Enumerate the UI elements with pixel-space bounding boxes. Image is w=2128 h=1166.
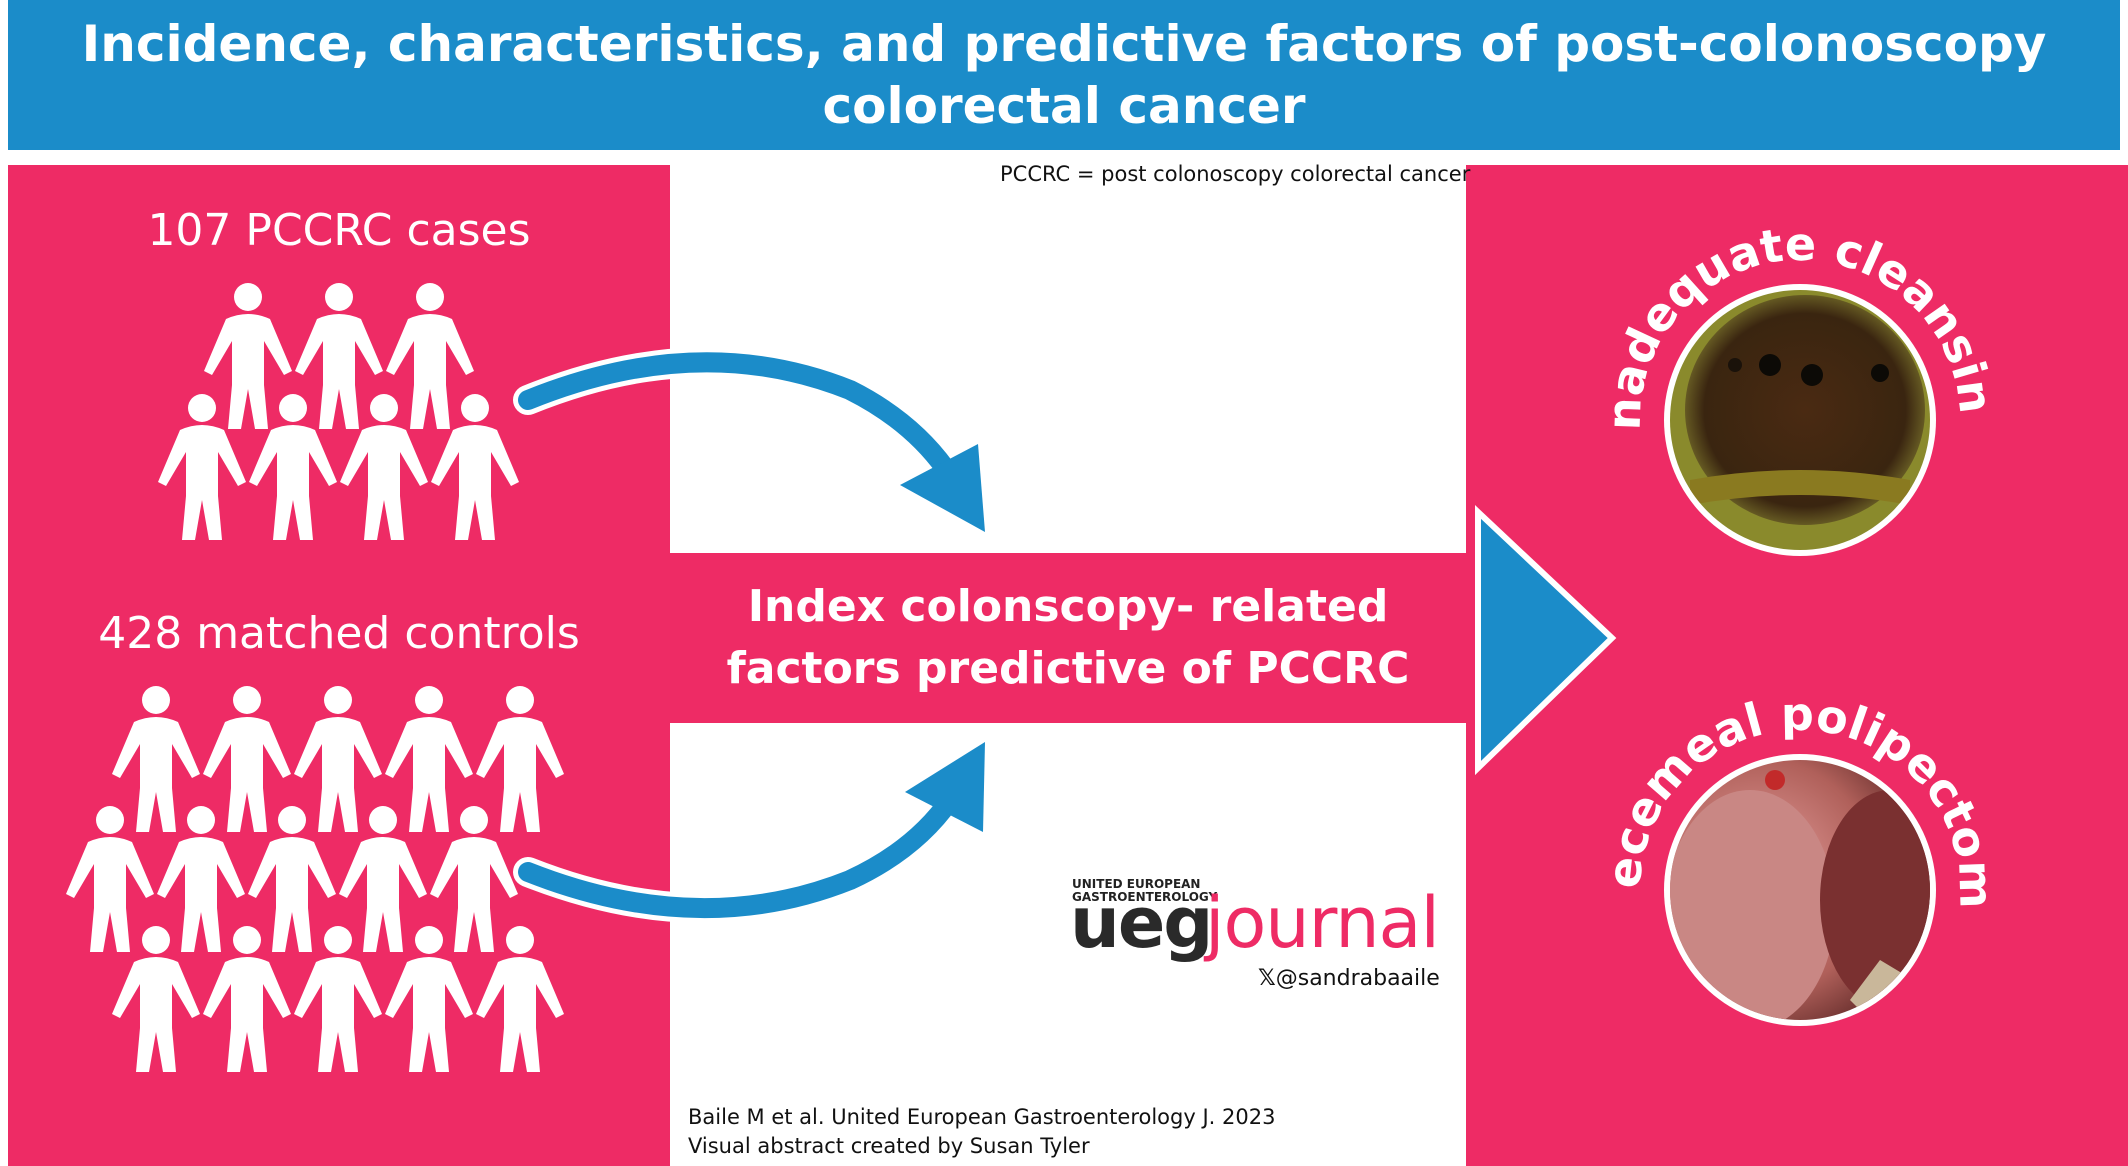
- handle-text: @sandrabaaile: [1275, 966, 1440, 991]
- logo-ueg: ueg: [1070, 882, 1213, 964]
- twitter-handle[interactable]: 𝕏@sandrabaaile: [1258, 966, 1440, 991]
- x-logo-icon: 𝕏: [1258, 966, 1276, 991]
- polypectomy-figure: Piecemeal polipectomy: [1580, 640, 2004, 1026]
- arrow-bottom-head: [905, 742, 985, 832]
- controls-label: 428 matched controls: [98, 608, 580, 659]
- center-factors-box: Index colonscopy- related factors predic…: [668, 553, 1468, 723]
- logo-journal: journal: [1205, 882, 1440, 964]
- citation-line-1: Baile M et al. United European Gastroent…: [688, 1105, 1276, 1129]
- title-line-2: colorectal cancer: [822, 77, 1306, 135]
- cases-label: 107 PCCRC cases: [147, 205, 531, 256]
- title-banner: Incidence, characteristics, and predicti…: [8, 0, 2120, 150]
- citation-line-2: Visual abstract created by Susan Tyler: [688, 1134, 1090, 1158]
- logo-line-1: UNITED EUROPEAN: [1072, 877, 1201, 891]
- center-line-1: Index colonscopy- related: [747, 581, 1389, 632]
- arrow-top: [518, 352, 955, 478]
- big-arrow-right: [1475, 505, 1617, 776]
- cleansing-figure: Inadequate cleansing: [1580, 170, 2003, 556]
- arrow-top-head: [900, 444, 985, 532]
- logo-line-2: GASTROENTEROLOGY: [1072, 890, 1218, 904]
- endoscopy-photo-inadequate-cleansing: [1670, 290, 1930, 550]
- title-line-1: Incidence, characteristics, and predicti…: [81, 15, 2047, 73]
- center-line-2: factors predictive of PCCRC: [726, 643, 1410, 694]
- abbreviation-note: PCCRC = post colonoscopy colorectal canc…: [1000, 162, 1471, 186]
- arrow-bottom: [518, 790, 960, 919]
- citation: Baile M et al. United European Gastroent…: [688, 1103, 1275, 1161]
